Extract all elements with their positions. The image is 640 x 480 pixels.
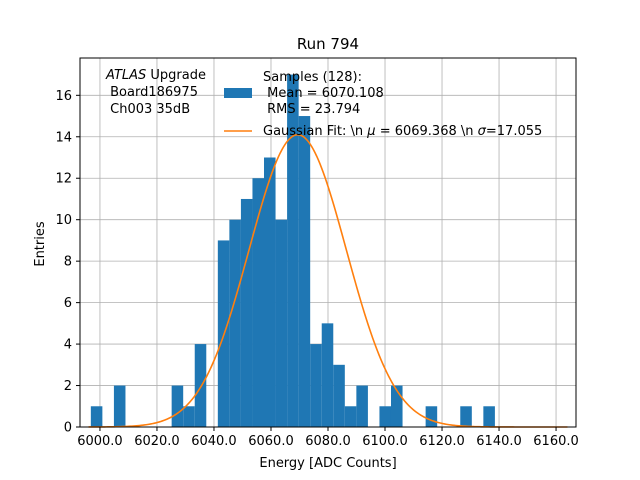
y-tick-label: 0 bbox=[64, 421, 72, 436]
legend-fit-label: Gaussian Fit: \n μ = 6069.368 \n σ=17.05… bbox=[263, 124, 542, 139]
x-tick-label: 6100.0 bbox=[362, 434, 408, 449]
histogram-bar bbox=[264, 157, 276, 427]
x-tick-label: 6060.0 bbox=[248, 434, 294, 449]
x-tick-label: 6080.0 bbox=[305, 434, 351, 449]
histogram-bar bbox=[356, 385, 368, 427]
x-tick-label: 6000.0 bbox=[77, 434, 123, 449]
y-tick-label: 16 bbox=[55, 89, 72, 104]
y-tick-label: 14 bbox=[55, 130, 72, 145]
legend-rms-label: RMS = 23.794 bbox=[263, 102, 360, 117]
histogram-bar bbox=[229, 219, 241, 427]
grid bbox=[80, 58, 576, 428]
legend-mean-label: Mean = 6070.108 bbox=[263, 86, 384, 101]
histogram-bar bbox=[460, 406, 472, 427]
y-tick-label: 10 bbox=[55, 213, 72, 228]
x-axis: 6000.0 6020.0 6040.0 6060.0 6080.0 6100.0 6120… bbox=[77, 427, 579, 449]
histogram-bar bbox=[390, 385, 403, 427]
channel-label: Ch003 35dB bbox=[106, 102, 190, 117]
legend: Samples (128): Mean = 6070.108 RMS = 23.… bbox=[224, 70, 542, 139]
histogram-bars bbox=[90, 74, 495, 428]
atlas-label: ATLAS bbox=[105, 68, 146, 83]
histogram-bar bbox=[483, 406, 495, 427]
y-tick-label: 4 bbox=[64, 338, 72, 353]
x-axis-label: Energy [ADC Counts] bbox=[259, 456, 396, 471]
x-tick-label: 6040.0 bbox=[191, 434, 237, 449]
histogram-bar bbox=[113, 385, 126, 427]
legend-samples-label: Samples (128): bbox=[263, 70, 362, 85]
legend-histogram-swatch bbox=[224, 88, 252, 98]
y-tick-label: 2 bbox=[64, 379, 72, 394]
histogram-bar bbox=[321, 323, 334, 427]
x-tick-label: 6120.0 bbox=[419, 434, 465, 449]
x-tick-label: 6160.0 bbox=[533, 434, 579, 449]
chart-title: Run 794 bbox=[297, 35, 359, 53]
y-axis-label: Entries bbox=[33, 221, 48, 267]
histogram-bar bbox=[333, 364, 345, 427]
board-label: Board186975 bbox=[106, 85, 198, 100]
x-tick-label: 6140.0 bbox=[476, 434, 522, 449]
y-tick-label: 12 bbox=[55, 172, 72, 187]
histogram-bar bbox=[310, 344, 322, 427]
histogram-bar bbox=[194, 344, 207, 427]
histogram-bar bbox=[90, 406, 103, 427]
histogram-bar bbox=[171, 385, 184, 427]
y-axis: 0 2 4 6 8 10 12 14 16 bbox=[55, 89, 80, 436]
y-tick-label: 6 bbox=[64, 296, 72, 311]
histogram-bar bbox=[379, 406, 391, 427]
histogram-bar bbox=[252, 178, 265, 427]
histogram-bar bbox=[183, 406, 195, 427]
x-tick-label: 6020.0 bbox=[134, 434, 180, 449]
histogram-bar bbox=[344, 406, 357, 427]
histogram-bar bbox=[275, 219, 288, 427]
atlas-annotation: ATLAS Upgrade Board186975 Ch003 35dB bbox=[105, 68, 206, 117]
histogram-bar bbox=[298, 116, 311, 427]
svg-text:ATLAS Upgrade: ATLAS Upgrade bbox=[105, 68, 206, 83]
histogram-bar bbox=[287, 74, 299, 428]
upgrade-label: Upgrade bbox=[146, 68, 206, 83]
histogram-bar bbox=[425, 406, 438, 427]
histogram-bar bbox=[240, 198, 253, 427]
y-tick-label: 8 bbox=[64, 255, 72, 270]
